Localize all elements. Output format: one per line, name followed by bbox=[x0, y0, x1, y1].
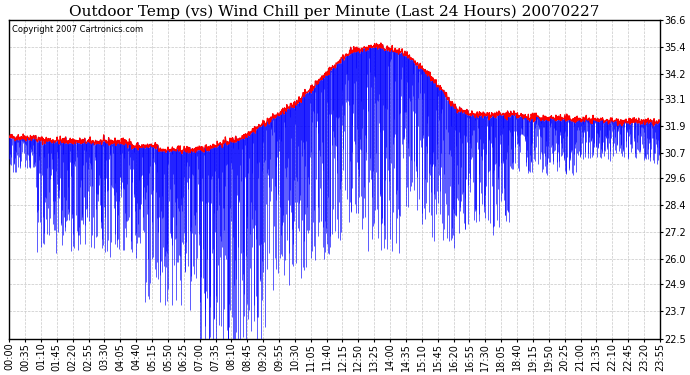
Text: Copyright 2007 Cartronics.com: Copyright 2007 Cartronics.com bbox=[12, 24, 144, 33]
Title: Outdoor Temp (vs) Wind Chill per Minute (Last 24 Hours) 20070227: Outdoor Temp (vs) Wind Chill per Minute … bbox=[70, 4, 600, 18]
